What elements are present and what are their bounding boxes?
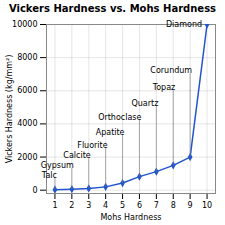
svg-text:4000: 4000: [17, 119, 37, 128]
svg-text:1: 1: [52, 201, 57, 210]
svg-text:Orthoclase: Orthoclase: [98, 113, 141, 122]
html-text:Vickers Hardness vs. Mohs Hard: Vickers Hardness vs. Mohs Hardness: [9, 3, 216, 14]
svg-text:Quartz: Quartz: [131, 99, 158, 108]
svg-text:6: 6: [137, 201, 142, 210]
svg-text:3: 3: [86, 201, 91, 210]
svg-text:5: 5: [120, 201, 125, 210]
svg-text:Vickers Hardness (kg/mm²): Vickers Hardness (kg/mm²): [5, 55, 14, 164]
svg-text:10: 10: [202, 201, 212, 210]
svg-text:2: 2: [69, 201, 74, 210]
svg-text:Calcite: Calcite: [63, 151, 90, 160]
svg-text:Gypsum: Gypsum: [41, 161, 74, 170]
svg-text:Apatite: Apatite: [96, 128, 125, 137]
svg-text:6000: 6000: [17, 86, 37, 95]
svg-text:9: 9: [188, 201, 193, 210]
svg-text:4: 4: [103, 201, 108, 210]
svg-text:Mohs Hardness: Mohs Hardness: [100, 213, 161, 222]
svg-text:Fluorite: Fluorite: [77, 141, 107, 150]
svg-text:2000: 2000: [17, 153, 37, 162]
svg-text:Talc: Talc: [41, 171, 57, 180]
svg-text:Diamond: Diamond: [166, 20, 202, 29]
svg-text:Corundum: Corundum: [150, 66, 192, 75]
svg-text:8: 8: [171, 201, 176, 210]
svg-text:10000: 10000: [12, 20, 37, 29]
svg-text:7: 7: [154, 201, 159, 210]
svg-text:0: 0: [32, 186, 37, 195]
svg-text:Topaz: Topaz: [152, 83, 176, 92]
svg-text:8000: 8000: [17, 53, 37, 62]
